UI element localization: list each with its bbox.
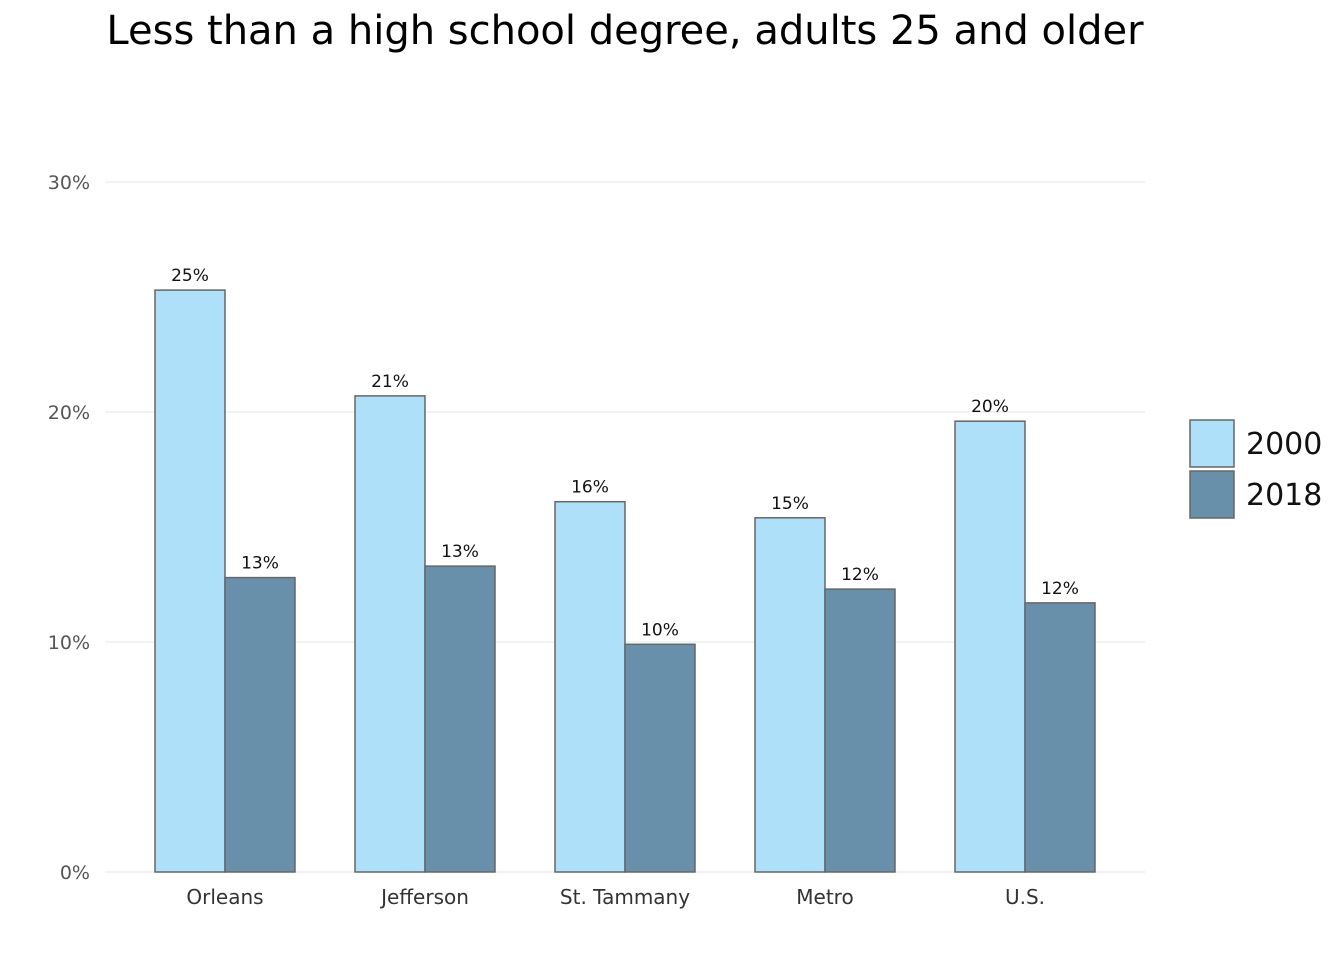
- y-axis-ticks: 0% 10% 20% 30%: [48, 172, 90, 884]
- x-tick-label: U.S.: [1005, 885, 1045, 909]
- data-label: 20%: [971, 397, 1009, 417]
- bar-2000-metro: [754, 517, 826, 873]
- data-label: 25%: [171, 266, 209, 286]
- bar-2000-jefferson: [354, 395, 426, 873]
- y-tick-label: 30%: [48, 172, 90, 194]
- bar-2018-u-s-: [1024, 602, 1096, 873]
- legend-swatch-2000: [1189, 419, 1235, 468]
- y-tick-label: 0%: [60, 862, 90, 884]
- legend: 2000 2018: [1189, 419, 1322, 519]
- bars: [154, 289, 1096, 873]
- x-tick-label: St. Tammany: [560, 885, 690, 909]
- bar-2018-orleans: [224, 576, 296, 873]
- bar-2018-jefferson: [424, 565, 496, 873]
- bar-2018-metro: [824, 588, 896, 873]
- bar-2018-st-tammany: [624, 643, 696, 873]
- data-label: 12%: [1041, 579, 1079, 599]
- data-label: 13%: [441, 542, 479, 562]
- y-tick-label: 10%: [48, 632, 90, 654]
- x-axis-ticks: Orleans Jefferson St. Tammany Metro U.S.: [186, 885, 1045, 909]
- x-tick-label: Jefferson: [379, 885, 469, 909]
- legend-swatch-2018: [1189, 470, 1235, 519]
- y-tick-label: 20%: [48, 402, 90, 424]
- data-label: 15%: [771, 494, 809, 514]
- data-label: 21%: [371, 372, 409, 392]
- legend-label-2000: 2000: [1246, 427, 1322, 462]
- bar-2000-orleans: [154, 289, 226, 873]
- data-labels: 25% 13% 21% 13% 16% 10% 15% 12% 20% 12%: [171, 266, 1079, 640]
- data-label: 12%: [841, 565, 879, 585]
- x-tick-label: Orleans: [186, 885, 263, 909]
- legend-label-2018: 2018: [1246, 478, 1322, 513]
- bar-2000-u-s-: [954, 420, 1026, 873]
- data-label: 10%: [641, 620, 679, 640]
- chart-title: Less than a high school degree, adults 2…: [106, 8, 1144, 54]
- data-label: 16%: [571, 478, 609, 498]
- data-label: 13%: [241, 554, 279, 574]
- bar-2000-st-tammany: [554, 500, 626, 873]
- x-tick-label: Metro: [796, 885, 853, 909]
